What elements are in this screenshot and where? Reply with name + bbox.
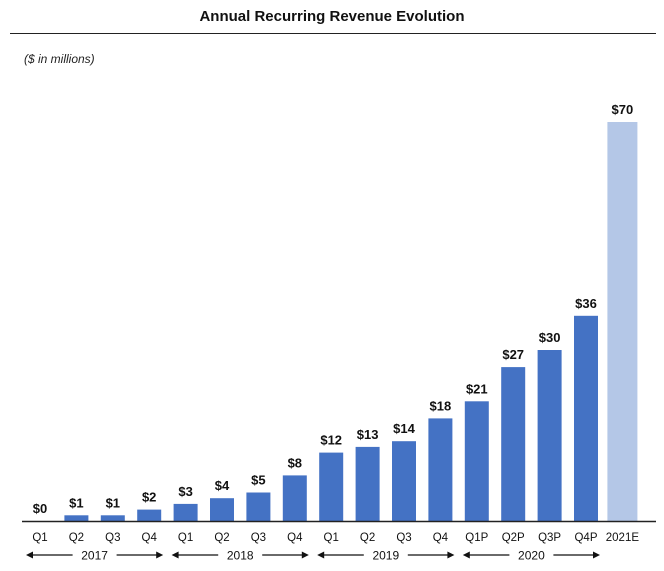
- category-label-0: Q1: [32, 532, 47, 544]
- category-label-3: Q4: [142, 532, 158, 544]
- value-label-4: $3: [178, 484, 192, 499]
- category-label-15: Q4P: [574, 532, 597, 544]
- category-label-8: Q1: [324, 532, 339, 544]
- year-arrowhead-right-2: [447, 551, 455, 559]
- year-label-2: 2019: [372, 549, 399, 563]
- bar-8: [319, 452, 344, 521]
- category-label-6: Q3: [251, 532, 266, 544]
- year-label-3: 2020: [518, 549, 545, 563]
- value-label-7: $8: [288, 455, 302, 470]
- bar-11: [428, 418, 453, 521]
- bar-6: [246, 492, 271, 521]
- year-arrowhead-left-2: [317, 551, 325, 559]
- bar-3: [137, 509, 162, 521]
- bar-4: [173, 503, 198, 521]
- value-label-14: $30: [539, 330, 561, 345]
- year-arrowhead-left-3: [462, 551, 470, 559]
- value-label-11: $18: [430, 398, 452, 413]
- year-arrowhead-right-3: [593, 551, 600, 559]
- value-label-2: $1: [106, 495, 120, 510]
- bar-13: [501, 367, 526, 521]
- value-label-15: $36: [575, 296, 597, 311]
- value-label-9: $13: [357, 427, 379, 442]
- value-label-16: $70: [612, 102, 634, 117]
- value-label-12: $21: [466, 381, 488, 396]
- value-label-6: $5: [251, 473, 265, 488]
- bar-9: [355, 446, 380, 521]
- value-label-10: $14: [393, 421, 415, 436]
- year-label-0: 2017: [81, 549, 108, 563]
- value-label-13: $27: [502, 347, 524, 362]
- bar-1: [64, 515, 89, 521]
- bar-5: [210, 498, 234, 521]
- category-label-10: Q3: [396, 532, 411, 544]
- year-arrowhead-left-1: [171, 551, 179, 559]
- category-label-16: 2021E: [606, 532, 640, 544]
- category-label-7: Q4: [287, 532, 303, 544]
- bar-10: [392, 441, 416, 521]
- category-label-14: Q3P: [538, 532, 561, 544]
- chart-title: Annual Recurring Revenue Evolution: [199, 8, 465, 25]
- value-label-1: $1: [69, 495, 83, 510]
- year-label-1: 2018: [227, 549, 254, 563]
- bar-16: [607, 122, 638, 521]
- category-label-9: Q2: [360, 532, 375, 544]
- value-label-8: $12: [320, 433, 342, 448]
- title-divider: [10, 33, 656, 34]
- category-label-4: Q1: [178, 532, 193, 544]
- bar-7: [282, 475, 307, 521]
- bar-12: [464, 401, 489, 521]
- category-label-1: Q2: [69, 532, 84, 544]
- bar-2: [100, 515, 125, 521]
- bar-14: [537, 350, 562, 521]
- value-label-5: $4: [215, 478, 230, 493]
- year-arrowhead-left-0: [26, 551, 33, 559]
- category-label-12: Q1P: [465, 532, 488, 544]
- category-label-13: Q2P: [502, 532, 525, 544]
- category-label-5: Q2: [214, 532, 229, 544]
- year-arrowhead-right-0: [156, 551, 164, 559]
- units-note: ($ in millions): [24, 52, 95, 66]
- value-label-3: $2: [142, 490, 156, 505]
- bar-15: [574, 315, 598, 521]
- category-label-2: Q3: [105, 532, 120, 544]
- category-label-11: Q4: [433, 532, 449, 544]
- value-label-0: $0: [33, 501, 47, 516]
- year-arrowhead-right-1: [301, 551, 309, 559]
